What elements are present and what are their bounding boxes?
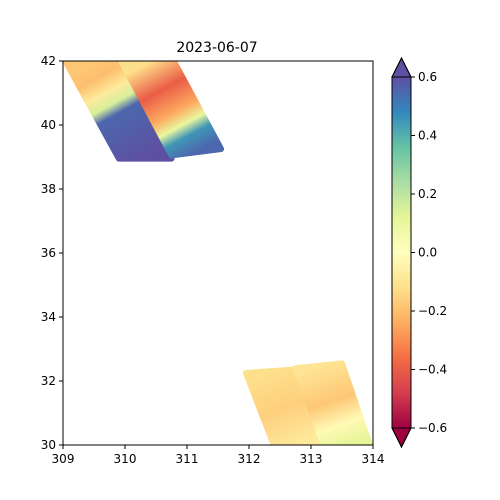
y-tick-label: 36	[41, 246, 56, 260]
x-tick-label: 309	[52, 452, 75, 466]
y-axis: 30 32 34 36 38 40 42	[41, 54, 63, 452]
x-tick-label: 311	[176, 452, 199, 466]
y-tick-label: 38	[41, 182, 56, 196]
x-axis: 309 310 311 312 313 314	[52, 445, 385, 466]
colorbar-extend-min	[392, 428, 411, 447]
chart-title: 2023-06-07	[176, 40, 257, 56]
colorbar-tick-label: 0.2	[418, 187, 437, 201]
x-tick-label: 312	[238, 452, 261, 466]
x-tick-label: 313	[300, 452, 323, 466]
y-tick-label: 40	[41, 118, 56, 132]
x-tick-label: 314	[362, 452, 385, 466]
colorbar-tick-label: −0.6	[418, 421, 447, 435]
colorbar-tick-label: −0.2	[418, 304, 447, 318]
colorbar: −0.6 −0.4 −0.2 0.0 0.2 0.4 0.6	[392, 58, 447, 447]
colorbar-tick-label: 0.4	[418, 129, 437, 143]
y-tick-label: 34	[41, 310, 56, 324]
colorbar-tick-label: −0.4	[418, 363, 447, 377]
colorbar-tick-label: 0.6	[418, 70, 437, 84]
colorbar-extend-max	[392, 58, 411, 77]
x-tick-label: 310	[114, 452, 137, 466]
y-tick-label: 30	[41, 438, 56, 452]
y-tick-label: 42	[41, 54, 56, 68]
colorbar-tick-label: 0.0	[418, 246, 437, 260]
y-tick-label: 32	[41, 374, 56, 388]
colorbar-body	[392, 77, 411, 428]
